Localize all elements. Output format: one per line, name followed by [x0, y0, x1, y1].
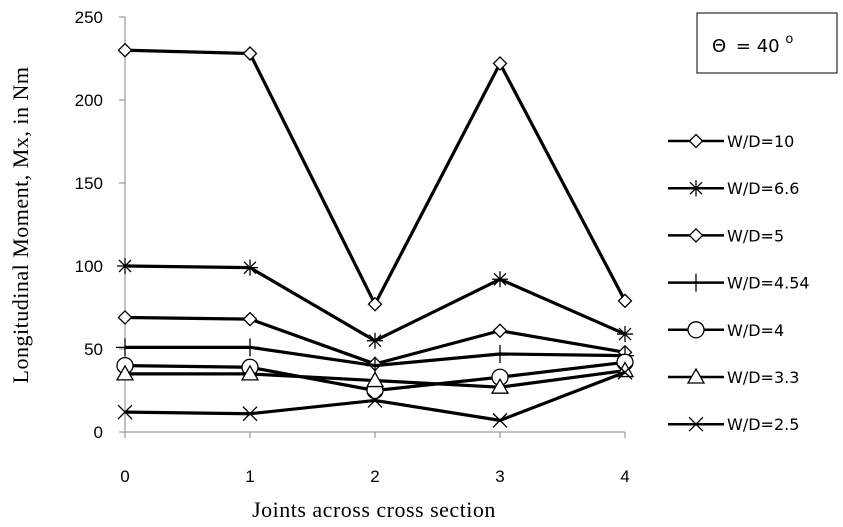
degree-superscript: o: [785, 32, 793, 47]
data-point: [490, 377, 510, 394]
x-tick-label: 4: [620, 467, 629, 486]
data-point: [242, 259, 258, 276]
data-point: [117, 42, 133, 58]
data-point: [242, 311, 258, 327]
data-point: [117, 258, 133, 274]
series-1: [117, 42, 633, 312]
legend-label: W/D=3.3: [727, 368, 799, 387]
legend-entry: W/D=4: [668, 321, 784, 340]
data-point: [491, 344, 509, 363]
data-point: [240, 364, 260, 381]
data-point: [367, 393, 383, 408]
legend-marker: [688, 416, 704, 432]
legend-marker: [688, 133, 704, 149]
y-tick-label: 0: [94, 423, 103, 442]
y-tick-label: 100: [75, 257, 103, 276]
legend-marker: [687, 321, 705, 339]
data-point: [617, 326, 633, 343]
annotation-text: Θ = 40 o: [712, 32, 793, 57]
annotation-box: [696, 12, 838, 74]
y-tick-label: 200: [75, 91, 103, 110]
legend-label: W/D=5: [727, 226, 784, 245]
legend-marker: [687, 273, 705, 292]
legend-label: W/D=6.6: [727, 179, 799, 198]
data-point: [492, 56, 508, 71]
data-point: [115, 364, 135, 381]
data-point: [367, 296, 383, 312]
legend-label: W/D=4.54: [727, 274, 810, 293]
data-point: [117, 310, 133, 325]
legend: W/D=10 W/D=6.6 W/D=5 W/D=4.54 W/D=4 W/D=3.3 W/…: [668, 132, 810, 434]
y-axis-title: Longitudinal Moment, Mx, in Nm: [8, 67, 33, 384]
data-point: [242, 406, 258, 422]
y-tick-label: 250: [75, 8, 103, 27]
legend-label: W/D=10: [727, 132, 794, 151]
x-axis-title: Joints across cross section: [252, 497, 496, 522]
x-tick-label: 1: [245, 467, 254, 486]
data-point: [617, 293, 633, 309]
data-point: [241, 338, 259, 357]
y-tick-label: 150: [75, 174, 103, 193]
series-7: [117, 364, 633, 428]
data-point: [116, 338, 134, 357]
legend-entry: W/D=5: [668, 226, 784, 245]
data-point: [617, 364, 633, 380]
legend-label: W/D=4: [727, 321, 784, 340]
legend-marker: [688, 180, 704, 197]
series-2: [117, 258, 633, 349]
y-tick-label: 50: [84, 340, 103, 359]
x-tick-label: 2: [370, 467, 379, 486]
data-point: [242, 46, 258, 61]
legend-entry: W/D=3.3: [668, 367, 799, 387]
data-point: [367, 332, 383, 349]
data-point: [365, 371, 385, 388]
theta-symbol: Θ: [712, 36, 726, 57]
data-point: [117, 404, 133, 420]
legend-label: W/D=2.5: [727, 415, 799, 434]
x-tick-label: 0: [120, 467, 129, 486]
annotation-value: = 40: [736, 36, 780, 57]
data-point: [492, 323, 508, 339]
legend-entry: W/D=10: [668, 132, 794, 151]
data-point: [492, 271, 508, 288]
legend-entry: W/D=4.54: [668, 273, 810, 293]
theta-annotation: Θ = 40 o: [696, 12, 838, 74]
legend-entry: W/D=2.5: [668, 415, 799, 434]
data-point: [492, 412, 508, 428]
legend-marker: [688, 227, 704, 243]
legend-marker: [686, 367, 706, 384]
x-tick-label: 3: [495, 467, 504, 486]
legend-entry: W/D=6.6: [668, 179, 799, 198]
